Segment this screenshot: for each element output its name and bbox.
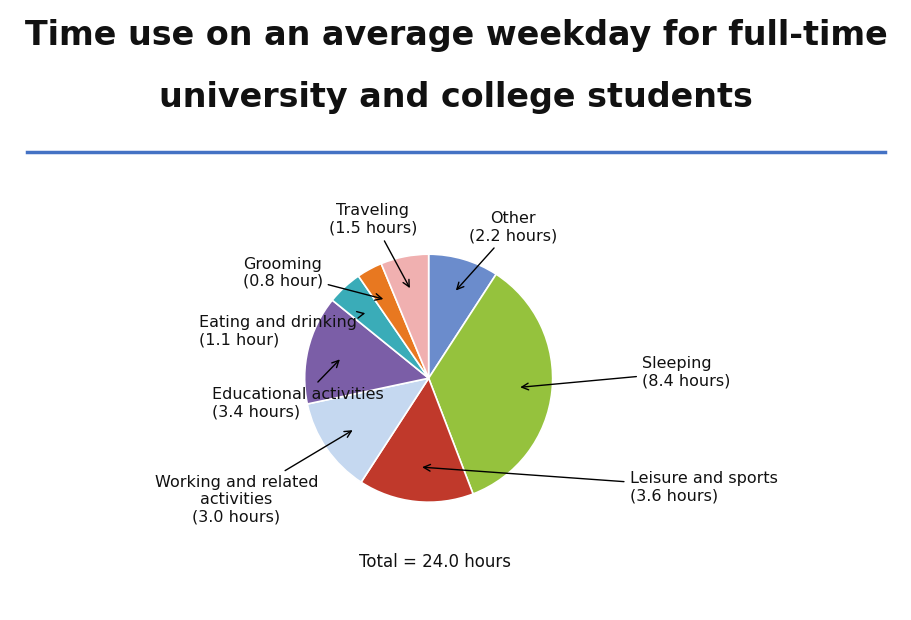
Text: Traveling
(1.5 hours): Traveling (1.5 hours): [328, 203, 416, 287]
Text: Working and related
activities
(3.0 hours): Working and related activities (3.0 hour…: [155, 431, 351, 525]
Text: Eating and drinking
(1.1 hour): Eating and drinking (1.1 hour): [199, 312, 363, 347]
Text: university and college students: university and college students: [159, 81, 752, 113]
Text: Total = 24.0 hours: Total = 24.0 hours: [358, 552, 510, 571]
Wedge shape: [332, 276, 428, 378]
Text: Leisure and sports
(3.6 hours): Leisure and sports (3.6 hours): [424, 464, 776, 503]
Wedge shape: [304, 300, 428, 404]
Wedge shape: [428, 254, 496, 378]
Wedge shape: [428, 274, 552, 494]
Text: Educational activities
(3.4 hours): Educational activities (3.4 hours): [211, 360, 383, 419]
Wedge shape: [381, 254, 428, 378]
Text: Grooming
(0.8 hour): Grooming (0.8 hour): [242, 257, 382, 300]
Wedge shape: [361, 378, 473, 502]
Text: Sleeping
(8.4 hours): Sleeping (8.4 hours): [521, 356, 730, 390]
Wedge shape: [307, 378, 428, 482]
Wedge shape: [358, 264, 428, 378]
Text: Time use on an average weekday for full-time: Time use on an average weekday for full-…: [25, 19, 886, 51]
Text: Other
(2.2 hours): Other (2.2 hours): [456, 211, 557, 290]
